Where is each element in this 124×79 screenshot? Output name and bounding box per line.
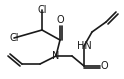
Text: O: O bbox=[100, 61, 108, 71]
Text: Cl: Cl bbox=[9, 33, 19, 43]
Text: Cl: Cl bbox=[37, 5, 47, 15]
Text: O: O bbox=[56, 15, 64, 25]
Text: HN: HN bbox=[77, 41, 91, 51]
Text: N: N bbox=[52, 51, 60, 61]
